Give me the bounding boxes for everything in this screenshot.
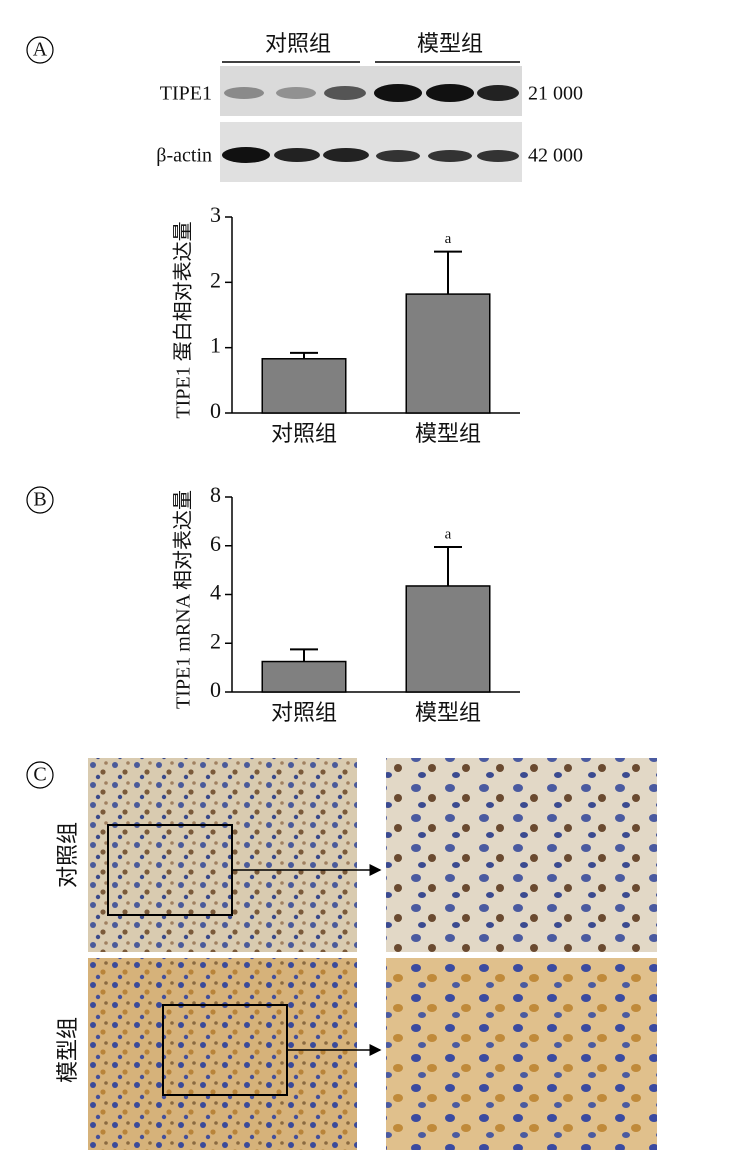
blot-mw: 21 000 [528,83,583,105]
error-bar [434,545,462,586]
y-tick-label: 3 [210,202,221,227]
histology-image [386,958,657,1150]
y-tick-label: 0 [210,398,221,423]
blot-group: 模型组 [417,31,483,56]
bar [261,660,347,693]
x-tick-label: 模型组 [415,421,481,446]
y-tick-label: 0 [210,677,221,702]
x-tick-label: 对照组 [271,421,337,446]
y-tick-label: 2 [210,628,221,653]
blot-group: 对照组 [265,31,331,56]
blot-mw: 42 000 [528,145,583,167]
y-axis-label: TIPE1 蛋白相对表达量 [172,221,195,418]
blot-label: TIPE1 [160,83,212,105]
blot-label: β-actin [156,145,212,167]
error-bar [290,351,318,359]
y-tick-label: 2 [210,267,221,292]
row-label: 对照组 [55,822,80,888]
histology-image [88,758,357,952]
y-axis-label: TIPE1 mRNA 相对表达量 [172,490,195,709]
blot-image [220,122,522,182]
blot-image [220,66,522,116]
y-tick-label: 1 [210,333,221,358]
blot-row: TIPE1 21 000 [160,66,583,116]
panel-c-label: C [26,761,54,789]
y-tick-label: 6 [210,531,221,556]
panel-label: A [33,39,48,61]
row-label: 模型组 [55,1017,80,1083]
x-tick-label: 对照组 [271,700,337,725]
x-tick-label: 模型组 [415,700,481,725]
panel-label: B [33,489,46,511]
histology-image [386,758,657,952]
bar [261,358,347,414]
panel-b-label: B [26,486,54,514]
error-bar [434,250,462,295]
y-tick-label: 4 [210,580,221,605]
y-tick-label: 8 [210,482,221,507]
panel-label: C [33,764,46,786]
histology-image [88,958,357,1150]
bar [405,585,491,693]
annotation: a [445,231,452,247]
blot-row: β-actin 42 000 [156,122,583,182]
annotation: a [445,526,452,542]
bar [405,293,491,414]
error-bar [290,648,318,662]
panel-a-label: A [26,36,54,64]
